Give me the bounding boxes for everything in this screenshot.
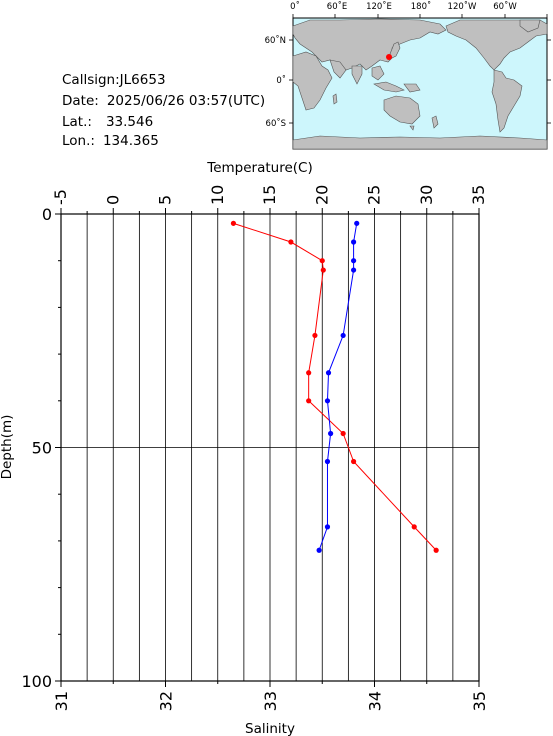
- australia-landmass: [383, 95, 421, 125]
- map-tick-label-60n: 60˚N: [265, 35, 286, 46]
- temperature-data-point: [319, 258, 325, 264]
- salinity-data-point: [324, 524, 331, 530]
- temperature-data-point: [340, 430, 346, 437]
- depth-tick-label: 0: [42, 205, 52, 224]
- longitude-line: Lon.: 134.365: [62, 133, 159, 149]
- date-line: Date: 2025/06/26 03:57(UTC): [62, 93, 266, 109]
- world-map: 0˚ 60˚E 120˚E 180˚ 120˚W 60˚W 60˚N 0˚ 60…: [265, 1, 551, 150]
- map-top-tick-labels: 0˚ 60˚E 120˚E 180˚ 120˚W 60˚W: [290, 1, 517, 12]
- salinity-data-point: [325, 370, 332, 376]
- station-location-marker: [386, 54, 392, 60]
- new-guinea-landmass: [403, 83, 421, 93]
- salinity-tick-label: 32: [157, 691, 176, 711]
- temperature-data-point: [351, 458, 357, 465]
- salinity-axis: 31 32 33 34 35: [52, 681, 489, 711]
- longitude-value: 134.365: [102, 133, 159, 149]
- map-tick-label-120e: 120˚E: [366, 1, 392, 12]
- depth-axis: 0 50 100: [21, 205, 61, 691]
- south-america-landmass: [491, 69, 523, 133]
- temperature-axis-title: Temperature(C): [206, 160, 312, 176]
- indonesia-landmass: [373, 81, 405, 93]
- japan-landmass: [389, 41, 401, 59]
- tasmania-landmass: [409, 125, 415, 131]
- map-left-tick-labels: 60˚N 0˚ 60˚S: [265, 35, 286, 129]
- salinity-tick-label: 33: [261, 691, 280, 711]
- map-top-ticks: [289, 14, 551, 124]
- map-tick-label-120w: 120˚W: [448, 1, 477, 12]
- salinity-tick-label: 31: [52, 691, 71, 711]
- callsign-value: JL6653: [119, 72, 166, 88]
- salinity-data-point: [328, 430, 334, 437]
- temperature-tick-label: 0: [103, 195, 122, 205]
- salinity-data-point: [351, 267, 357, 273]
- north-america-landmass: [445, 19, 548, 71]
- india-landmass: [351, 65, 363, 85]
- profile-series: [230, 220, 439, 553]
- temperature-tick-label: 10: [208, 185, 227, 205]
- salinity-data-point: [351, 258, 357, 264]
- africa-landmass: [292, 51, 333, 111]
- temperature-data-point: [306, 398, 312, 404]
- depth-tick-label: 50: [32, 439, 52, 458]
- arabia-landmass: [329, 59, 347, 79]
- temperature-data-point: [288, 239, 294, 245]
- longitude-label: Lon.:: [62, 133, 95, 149]
- latitude-label: Lat.:: [62, 114, 92, 130]
- temperature-tick-label: 25: [365, 185, 384, 205]
- salinity-data-point: [324, 398, 331, 404]
- temperature-tick-label: 5: [156, 195, 175, 205]
- callsign-line: Callsign:JL6653: [62, 72, 166, 88]
- latitude-value: 33.546: [105, 114, 154, 130]
- new-zealand-landmass: [431, 115, 439, 129]
- madagascar-landmass: [332, 93, 338, 105]
- map-tick-label-60e: 60˚E: [327, 1, 347, 12]
- antarctica-landmass: [292, 135, 548, 150]
- salinity-data-point: [351, 239, 357, 245]
- temperature-data-point: [411, 524, 417, 530]
- salinity-data-point: [340, 332, 346, 339]
- greenland-landmass: [519, 19, 541, 33]
- salinity-tick-label: 35: [470, 691, 489, 711]
- date-value: 2025/06/26 03:57(UTC): [106, 93, 266, 109]
- map-tick-label-equator: 0˚: [276, 75, 286, 86]
- temperature-data-point: [306, 370, 312, 376]
- salinity-tick-label: 34: [366, 691, 385, 711]
- salinity-axis-title: Salinity: [245, 721, 295, 736]
- temperature-data-point: [312, 332, 318, 339]
- temperature-data-point: [230, 220, 237, 226]
- temperature-data-point: [320, 267, 326, 273]
- salinity-data-point: [354, 220, 360, 226]
- eurasia-landmass: [292, 18, 447, 71]
- depth-axis-title: Depth(m): [0, 415, 15, 480]
- map-tick-label-180: 180˚: [411, 1, 431, 12]
- temperature-tick-label: 35: [469, 185, 488, 205]
- salinity-data-point: [316, 547, 322, 553]
- temperature-tick-label: 15: [260, 185, 279, 205]
- map-tick-label-60w: 60˚W: [493, 1, 517, 12]
- map-tick-label-60s: 60˚S: [266, 118, 286, 129]
- depth-tick-label: 100: [21, 672, 52, 691]
- map-land: [292, 18, 548, 150]
- temperature-tick-label: 30: [417, 185, 436, 205]
- indochina-landmass: [371, 65, 385, 81]
- map-tick-label-0: 0˚: [290, 1, 300, 12]
- latitude-line: Lat.: 33.546: [62, 114, 154, 130]
- plot-grid: [61, 214, 479, 681]
- temperature-tick-label: -5: [51, 189, 70, 205]
- salinity-data-point: [324, 458, 331, 465]
- temperature-data-point: [433, 547, 439, 553]
- callsign-label: Callsign:: [62, 72, 120, 88]
- temperature-tick-label: 20: [312, 185, 331, 205]
- temperature-axis: -5 0 5 10 15 20 25 30 35: [51, 185, 488, 214]
- location-map: 0˚ 60˚E 120˚E 180˚ 120˚W 60˚W 60˚N 0˚ 60…: [0, 0, 553, 160]
- date-label: Date:: [62, 93, 99, 109]
